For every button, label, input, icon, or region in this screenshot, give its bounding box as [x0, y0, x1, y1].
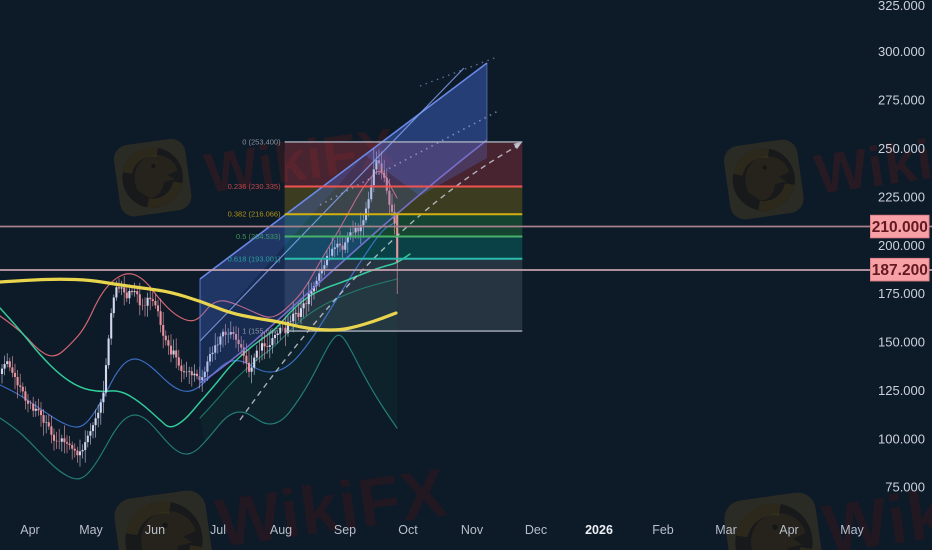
svg-text:225.000: 225.000 — [878, 189, 925, 204]
svg-text:Aug: Aug — [270, 523, 292, 537]
svg-text:325.000: 325.000 — [878, 0, 925, 13]
svg-text:Mar: Mar — [715, 523, 737, 537]
svg-text:0.5 (204.533): 0.5 (204.533) — [236, 232, 281, 241]
svg-text:Apr: Apr — [779, 523, 798, 537]
svg-text:300.000: 300.000 — [878, 44, 925, 59]
svg-text:210.000: 210.000 — [872, 219, 928, 236]
svg-text:Dec: Dec — [525, 523, 547, 537]
svg-text:150.000: 150.000 — [878, 335, 925, 350]
svg-text:0.382 (216.066): 0.382 (216.066) — [228, 210, 281, 219]
svg-text:Oct: Oct — [398, 523, 418, 537]
svg-text:0 (253.400): 0 (253.400) — [242, 137, 281, 146]
svg-text:Nov: Nov — [461, 523, 484, 537]
svg-text:Feb: Feb — [652, 523, 674, 537]
svg-text:100.000: 100.000 — [878, 431, 925, 446]
svg-text:Jul: Jul — [210, 523, 226, 537]
svg-text:175.000: 175.000 — [878, 286, 925, 301]
svg-text:Sep: Sep — [334, 523, 356, 537]
svg-text:275.000: 275.000 — [878, 93, 925, 108]
svg-text:125.000: 125.000 — [878, 383, 925, 398]
svg-text:0.618 (193.001): 0.618 (193.001) — [228, 254, 281, 263]
svg-text:2026: 2026 — [585, 523, 613, 537]
svg-text:75.000: 75.000 — [885, 480, 925, 495]
svg-text:Apr: Apr — [20, 523, 39, 537]
svg-text:1 (155.667): 1 (155.667) — [242, 327, 281, 336]
svg-text:Jun: Jun — [145, 523, 165, 537]
svg-text:0.236 (230.335): 0.236 (230.335) — [228, 182, 281, 191]
svg-text:May: May — [840, 523, 864, 537]
svg-text:May: May — [79, 523, 103, 537]
svg-text:250.000: 250.000 — [878, 141, 925, 156]
svg-text:200.000: 200.000 — [878, 238, 925, 253]
svg-text:187.200: 187.200 — [872, 262, 928, 279]
